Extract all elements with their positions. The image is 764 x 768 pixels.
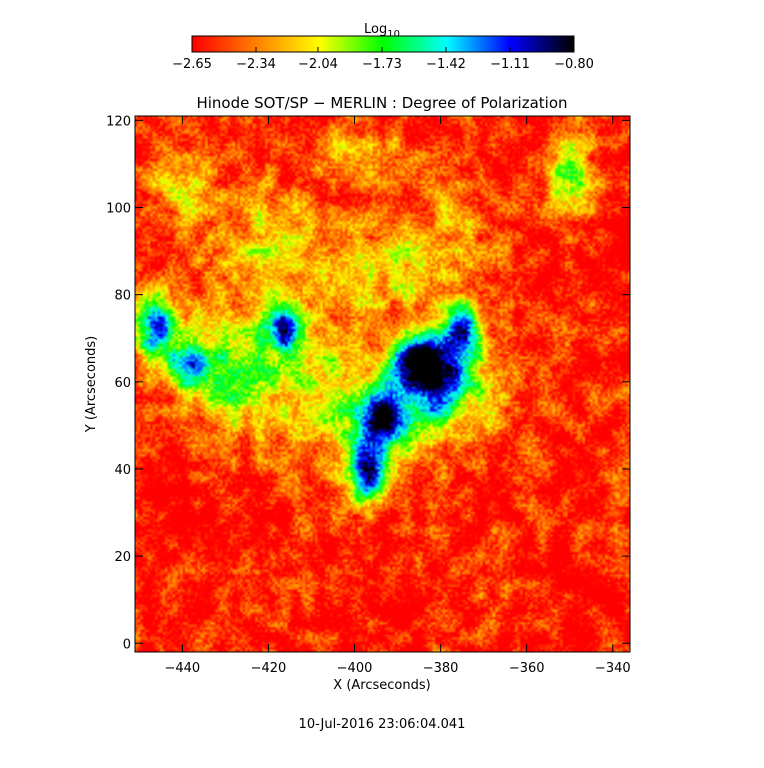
colorbar-tick-label: −2.04 <box>298 57 338 72</box>
y-tick-label: 20 <box>114 550 131 565</box>
colorbar-gradient <box>192 36 574 52</box>
colorbar-ticks: −2.65 −2.34 −2.04 −1.73 −1.42 −1.11 −0.80 <box>172 47 594 72</box>
x-tick-label: −380 <box>423 661 459 676</box>
plot-area: −440 −420 −400 −380 −360 −340 0 20 40 60 80 100 120 <box>106 114 630 676</box>
timestamp: 10-Jul-2016 23:06:04.041 <box>299 717 466 732</box>
x-tick-label: −360 <box>509 661 545 676</box>
colorbar-tick-label: −0.80 <box>554 57 594 72</box>
y-tick-label: 0 <box>123 637 131 652</box>
x-axis-label: X (Arcseconds) <box>333 678 430 693</box>
colorbar-frame <box>191 35 575 53</box>
colorbar: Log10 −2.65 −2.34 −2.04 −1.73 −1.42 −1.11 −0.8… <box>172 22 594 72</box>
x-tick-label: −340 <box>595 661 631 676</box>
x-tick-label: −440 <box>164 661 200 676</box>
y-axis-ticks: 0 20 40 60 80 100 120 <box>106 114 630 652</box>
x-tick-label: −420 <box>251 661 287 676</box>
y-tick-label: 120 <box>106 114 131 129</box>
colorbar-label-sub: 10 <box>387 29 400 40</box>
colorbar-tick-label: −2.34 <box>236 57 276 72</box>
polarization-map <box>135 116 630 652</box>
y-tick-label: 60 <box>114 376 131 391</box>
y-tick-label: 80 <box>114 289 131 304</box>
colorbar-tick-label: −2.65 <box>172 57 212 72</box>
y-tick-label: 100 <box>106 202 131 217</box>
colorbar-label: Log10 <box>364 22 400 40</box>
colorbar-tick-label: −1.73 <box>362 57 402 72</box>
y-tick-label: 40 <box>114 463 131 478</box>
x-axis-ticks: −440 −420 −400 −380 −360 −340 <box>164 116 631 676</box>
colorbar-label-base: Log <box>364 22 387 37</box>
colorbar-tick-label: −1.42 <box>426 57 466 72</box>
plot-frame <box>134 115 631 653</box>
y-axis-label: Y (Arcseconds) <box>84 336 99 433</box>
x-tick-label: −400 <box>337 661 373 676</box>
colorbar-tick-label: −1.11 <box>490 57 530 72</box>
chart-title: Hinode SOT/SP − MERLIN : Degree of Polar… <box>196 94 567 112</box>
